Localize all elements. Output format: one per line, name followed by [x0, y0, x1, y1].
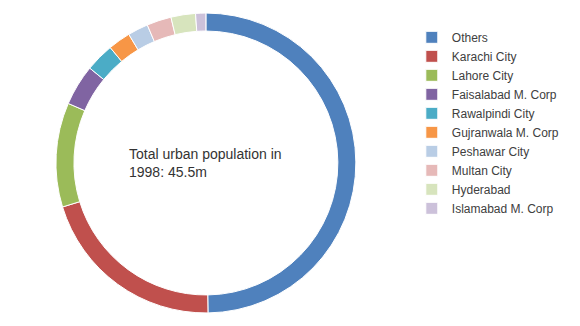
svg-text:Total urban population in1998:: Total urban population in1998: 45.5m [129, 146, 282, 180]
svg-text:Peshawar City: Peshawar City [452, 145, 529, 159]
svg-text:Rawalpindi City: Rawalpindi City [452, 107, 535, 121]
svg-text:Multan City: Multan City [452, 164, 512, 178]
svg-text:Gujranwala M. Corp: Gujranwala M. Corp [452, 126, 559, 140]
svg-text:Lahore City: Lahore City [452, 69, 513, 83]
svg-text:Islamabad M. Corp: Islamabad M. Corp [452, 202, 554, 216]
svg-text:Hyderabad: Hyderabad [452, 183, 511, 197]
svg-text:Faisalabad M. Corp: Faisalabad M. Corp [452, 88, 557, 102]
svg-text:Others: Others [452, 31, 488, 45]
svg-text:Karachi City: Karachi City [452, 50, 517, 64]
